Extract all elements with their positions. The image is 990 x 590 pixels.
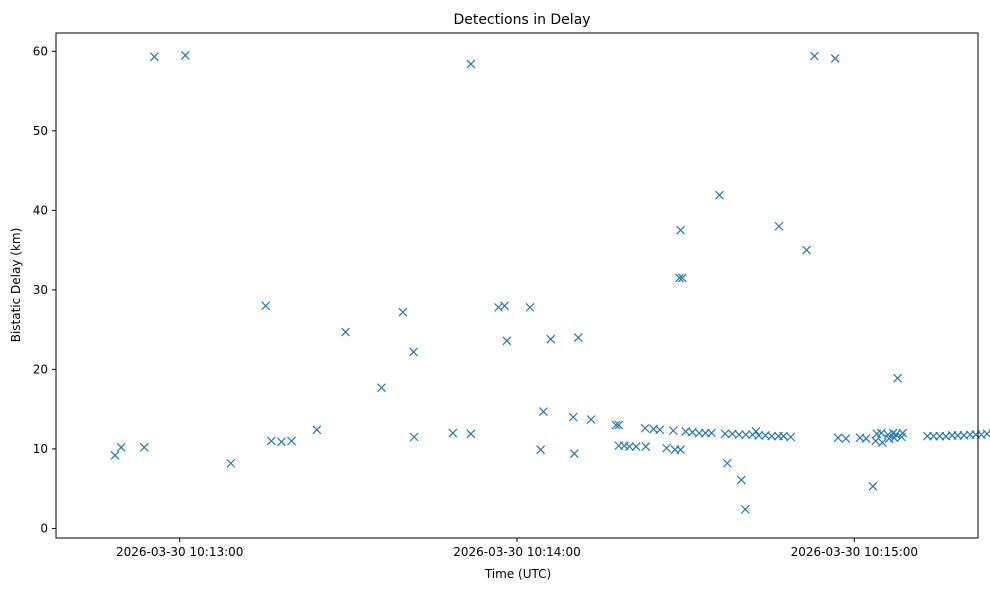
data-point-marker [802, 245, 811, 255]
data-point-marker [586, 415, 596, 424]
data-point-marker [893, 373, 903, 383]
data-point-marker [614, 420, 624, 430]
data-point-marker [662, 443, 671, 453]
data-point-marker [655, 425, 665, 435]
data-point-marker [525, 302, 535, 312]
data-point-marker [720, 429, 730, 439]
data-point-marker [871, 436, 881, 446]
data-point-marker [786, 432, 796, 442]
data-point-marker [736, 475, 746, 485]
data-point-marker [876, 428, 886, 438]
data-point-marker [398, 307, 408, 317]
chart-title: Detections in Delay [453, 12, 590, 28]
y-tick-label: 60 [33, 44, 48, 58]
data-point-marker [707, 428, 716, 438]
data-point-marker [377, 383, 386, 393]
data-point-marker [675, 273, 684, 283]
y-axis-ticks: 0 10 20 30 40 50 60 [33, 44, 56, 535]
data-point-marker [861, 434, 871, 444]
y-tick-label: 0 [40, 521, 48, 535]
data-point-marker [266, 436, 276, 446]
data-point-marker [139, 442, 149, 452]
data-point-marker [740, 504, 750, 514]
data-point-marker [640, 423, 650, 433]
x-tick-label: 2026-03-30 10:14:00 [453, 545, 580, 559]
data-point-marker [878, 438, 887, 447]
data-point-marker [341, 327, 350, 337]
data-point-marker [568, 412, 578, 422]
data-point-marker [569, 449, 579, 459]
data-point-marker [677, 273, 687, 283]
data-point-marker [466, 59, 476, 69]
y-tick-label: 10 [33, 442, 48, 456]
data-point-marker [922, 431, 932, 441]
data-point-marker [830, 54, 840, 63]
data-point-marker [751, 427, 761, 436]
data-point-marker [538, 407, 548, 416]
data-point-marker [287, 436, 296, 446]
data-point-marker [149, 52, 159, 62]
data-point-marker [641, 442, 651, 451]
y-tick-label: 30 [33, 283, 48, 297]
x-tick-label: 2026-03-30 10:13:00 [116, 545, 243, 559]
data-point-marker [722, 458, 732, 468]
data-point-marker [277, 437, 286, 447]
data-point-marker [676, 445, 686, 455]
data-point-marker [448, 428, 458, 438]
data-point-marker [611, 420, 621, 430]
plot-area-frame [55, 32, 979, 539]
data-point-marker [714, 190, 724, 200]
data-point-marker [631, 442, 641, 451]
data-point-marker [409, 347, 418, 357]
data-point-marker [929, 431, 939, 441]
data-points [110, 50, 990, 514]
data-point-marker [502, 336, 512, 346]
data-point-marker [868, 481, 878, 491]
data-point-marker [891, 430, 901, 440]
x-axis-ticks: 2026-03-30 10:13:00 2026-03-30 10:14:00 20… [116, 538, 918, 559]
data-point-marker [741, 430, 751, 440]
data-point-marker [833, 433, 843, 443]
data-point-marker [226, 458, 236, 468]
data-point-marker [466, 429, 476, 439]
data-point-marker [312, 425, 322, 435]
data-point-marker [754, 430, 764, 440]
y-tick-label: 50 [33, 124, 48, 138]
y-axis-label: Bistatic Delay (km) [9, 228, 23, 343]
data-point-marker [953, 430, 963, 440]
y-tick-label: 20 [33, 362, 48, 376]
data-point-marker [809, 51, 819, 61]
x-tick-label: 2026-03-30 10:15:00 [791, 545, 918, 559]
data-point-marker [767, 431, 777, 441]
x-axis-label: Time (UTC) [484, 567, 551, 581]
data-point-marker [536, 445, 546, 455]
data-point-marker [935, 431, 945, 441]
data-point-marker [700, 428, 710, 438]
data-point-marker [116, 442, 126, 452]
data-point-marker [694, 428, 704, 438]
data-point-marker [261, 301, 271, 311]
data-point-marker [110, 450, 120, 460]
data-point-marker [546, 334, 556, 344]
data-point-marker [573, 333, 583, 343]
data-point-marker [180, 50, 190, 60]
data-point-marker [409, 432, 419, 442]
data-point-marker [668, 426, 678, 436]
data-point-marker [676, 225, 686, 235]
data-point-marker [841, 434, 851, 444]
data-point-marker [734, 430, 744, 440]
data-point-marker [779, 431, 788, 441]
data-point-marker [500, 301, 510, 311]
data-point-marker [898, 428, 908, 438]
data-point-marker [774, 221, 784, 231]
data-point-marker [625, 442, 634, 451]
y-tick-label: 40 [33, 203, 48, 217]
